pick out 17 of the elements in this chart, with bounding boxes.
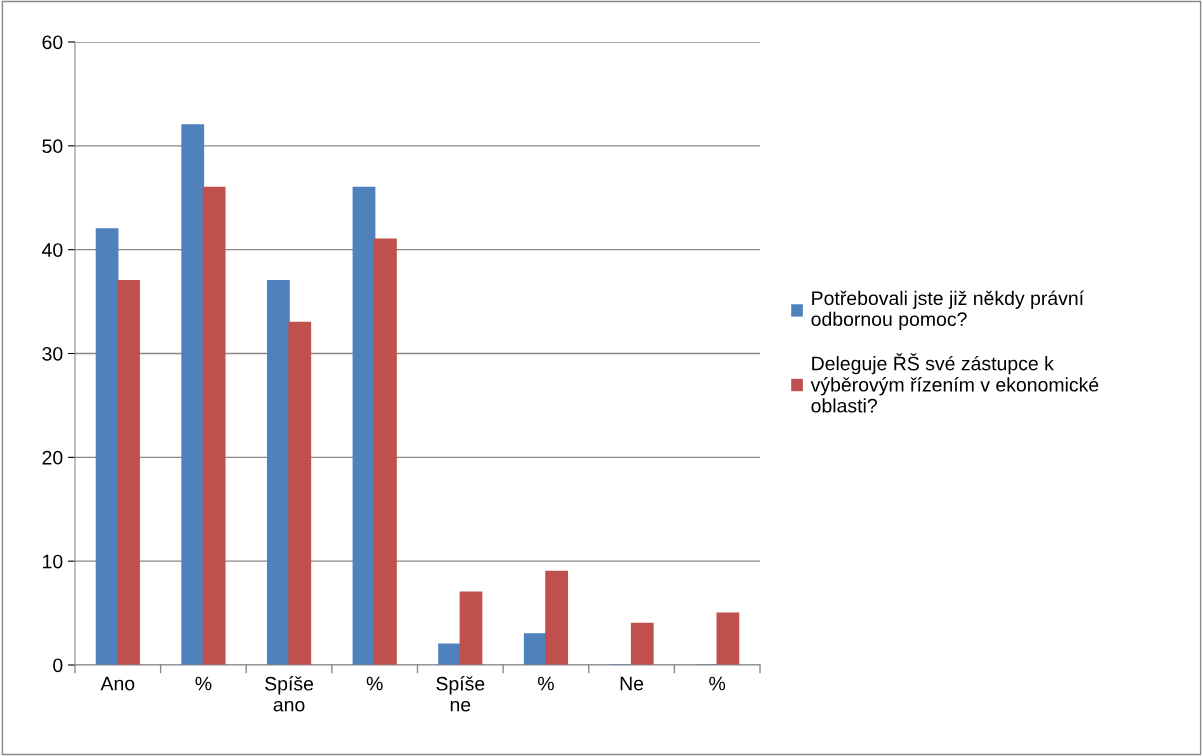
legend-label: Deleguje ŘŠ své zástupce k výběrovým řízením v ekonomické oblasti? (810, 353, 1099, 413)
x-tick-label: % (366, 676, 383, 691)
y-tick-label: 60 (42, 35, 63, 50)
x-tick-label: % (709, 676, 726, 691)
x-tick-label: Spíše ne (436, 676, 485, 712)
x-tick-label: Spíše ano (265, 676, 314, 712)
legend-label: Potřebovali jste již někdy právní odbornou pomoc? (811, 290, 1084, 330)
y-tick-label: 30 (42, 346, 63, 361)
y-tick-label: 20 (42, 450, 63, 465)
y-tick-label: 50 (42, 139, 63, 154)
x-tick-label: % (195, 676, 212, 691)
y-tick-label: 40 (42, 243, 63, 257)
y-tick-label: 10 (43, 554, 63, 569)
x-tick-label: Ano (100, 676, 135, 691)
x-tick-label: % (537, 676, 554, 691)
x-tick-label: Ne (620, 676, 644, 691)
y-tick-label: 0 (53, 658, 63, 673)
